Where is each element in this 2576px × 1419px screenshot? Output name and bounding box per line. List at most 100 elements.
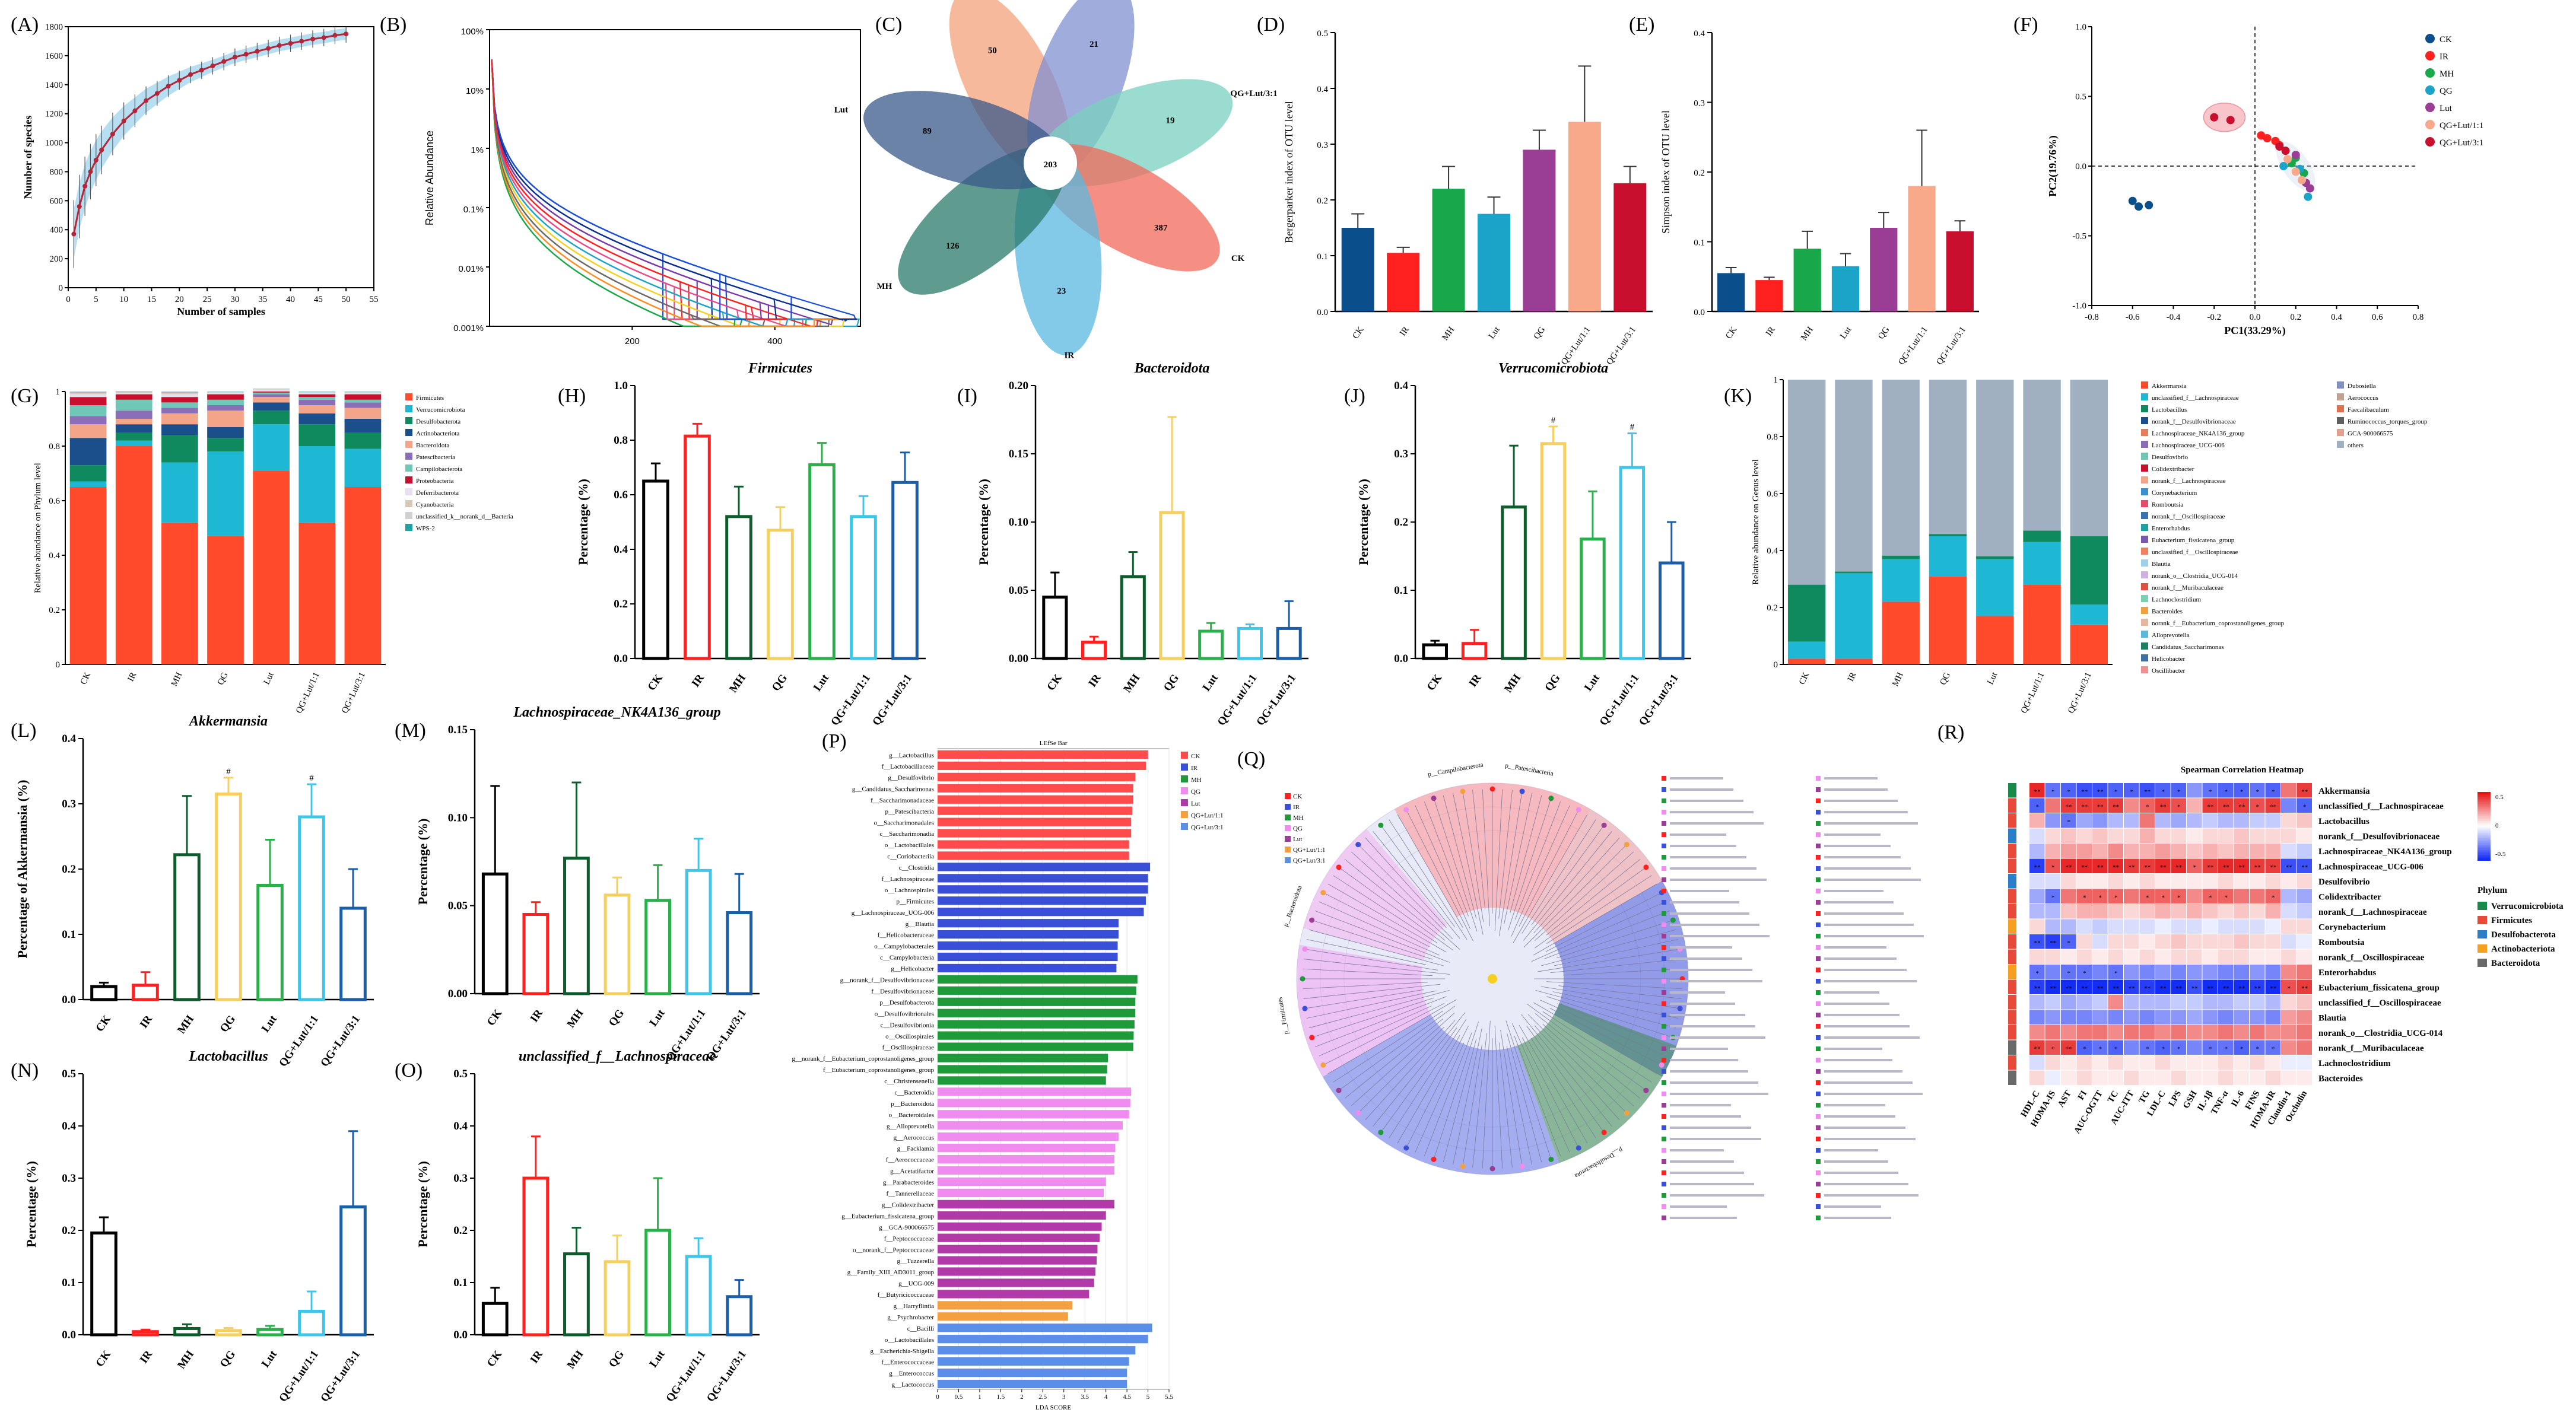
significance-mark: # <box>1630 423 1635 432</box>
segment-verrucomicrobiota <box>253 424 290 471</box>
clade-sector <box>1303 829 1447 960</box>
key-swatch <box>1816 1137 1821 1141</box>
bar-mh <box>1432 189 1465 311</box>
y-tick-label: 0.3 <box>1317 141 1328 150</box>
lda-label: o__Oscillospirales <box>885 1033 934 1040</box>
heat-cell <box>2124 798 2139 813</box>
heat-cell <box>2265 1070 2280 1085</box>
heat-cell <box>2092 979 2108 994</box>
heat-cell <box>2281 949 2297 964</box>
clade-branch <box>1304 949 1438 971</box>
heat-cell <box>2171 949 2186 964</box>
y-tick-label: 0.2 <box>62 863 76 876</box>
legend-label: Aerococcus <box>2348 394 2378 402</box>
chart-title: Bacteroidota <box>1134 361 1210 376</box>
legend-swatch <box>1285 857 1291 863</box>
phylum-bar <box>2008 1070 2016 1085</box>
row-label: Enterorhabdus <box>2318 968 2376 978</box>
significance-mark: * <box>2083 970 2086 977</box>
legend-swatch <box>2337 417 2344 424</box>
clade-branch <box>1443 795 1477 919</box>
segment-akkermansia <box>1929 576 1967 664</box>
heat-cell <box>2155 798 2171 813</box>
segment-lactobacillus <box>1929 534 1967 536</box>
significance-mark: * <box>2303 803 2307 810</box>
segment-deferribacterota <box>298 393 336 394</box>
heat-cell <box>2061 1070 2076 1085</box>
significance-mark: ** <box>2254 864 2261 871</box>
phylum-swatch <box>2477 944 2487 953</box>
significance-mark: * <box>2114 788 2118 796</box>
bar-qg <box>1523 149 1556 311</box>
lda-bar <box>938 1323 1152 1332</box>
heat-cell <box>2092 1010 2108 1025</box>
clade-branch <box>1554 939 1679 966</box>
y-tick-label: 1800 <box>45 23 63 32</box>
key-swatch <box>1816 1001 1821 1006</box>
significance-mark: ** <box>2223 803 2229 810</box>
significance-mark: ** <box>2144 788 2151 796</box>
key-swatch <box>1662 787 1666 792</box>
significance-mark: * <box>2162 788 2165 796</box>
heat-cell <box>2202 949 2218 964</box>
significance-mark: ** <box>2238 985 2245 992</box>
heat-cell <box>2187 965 2202 979</box>
legend-label: Romboutsia <box>2152 501 2183 508</box>
heat-cell <box>2171 934 2186 949</box>
key-swatch <box>1662 1216 1666 1220</box>
venn-core-count: 203 <box>1044 160 1057 170</box>
lda-label: o__Desulfovibrionales <box>875 1010 934 1017</box>
lda-bar <box>938 1211 1106 1220</box>
heat-cell <box>2155 889 2171 903</box>
lda-label: g__UCG-009 <box>898 1280 934 1287</box>
heat-cell <box>2218 1025 2234 1040</box>
key-swatch <box>1816 1046 1821 1051</box>
heat-cell <box>2061 1055 2076 1070</box>
segment-cyanobacteria <box>161 393 198 394</box>
segment-desulfobacterota <box>161 435 198 463</box>
significance-mark: ** <box>2144 985 2151 992</box>
key-swatch <box>1662 1182 1666 1186</box>
y-tick-label: 0.1 <box>1694 238 1705 248</box>
heat-cell <box>2061 965 2076 979</box>
lda-bar <box>938 1335 1148 1344</box>
key-swatch <box>1816 832 1821 837</box>
colorbar-step <box>2477 836 2491 839</box>
lda-label: p__Firmicutes <box>896 898 934 905</box>
heat-cell <box>2155 995 2171 1010</box>
row-label: Lactobacillus <box>2318 817 2369 826</box>
y-tick-label: 0.0 <box>62 994 76 1006</box>
legend-label: GCA-900066575 <box>2348 430 2393 437</box>
clade-node <box>1643 864 1649 870</box>
segment-deferribacterota <box>344 393 382 394</box>
segment-patescibacteria <box>298 399 336 405</box>
phylum-legend-label: Actinobacteriota <box>2491 944 2555 954</box>
segment-unclassified-f-lachnospiraceae <box>1787 641 1826 659</box>
x-tick-label: 55 <box>370 295 379 304</box>
y-tick-label: 100% <box>461 27 484 37</box>
lda-label: g__Escherichia-Shigella <box>870 1348 934 1355</box>
x-tick-label: 0.5 <box>955 1393 963 1401</box>
legend-label: Proteobacteria <box>416 478 454 485</box>
colorbar-step <box>2477 793 2491 796</box>
key-swatch <box>1662 1001 1666 1006</box>
heat-cell <box>2234 965 2249 979</box>
mean-point <box>232 55 237 60</box>
heat-cell <box>2045 934 2060 949</box>
y-tick-label: 0.0 <box>614 653 628 665</box>
key-swatch <box>1662 1114 1666 1119</box>
significance-mark: * <box>2146 1045 2149 1052</box>
y-tick-label: 0.0 <box>453 1329 468 1341</box>
lda-label: g__Tuzzerella <box>897 1258 934 1265</box>
y-tick-label: 1000 <box>45 139 63 148</box>
lda-label: f__Lachnospiraceae <box>881 876 934 883</box>
legend-label: Candidatus_Saccharimonas <box>2152 644 2224 651</box>
clade-branch <box>1542 1023 1634 1106</box>
heat-cell <box>2281 783 2297 798</box>
heat-cell <box>2076 919 2092 934</box>
mean-point <box>288 41 293 46</box>
mean-point <box>99 147 104 152</box>
heat-cell <box>2171 965 2186 979</box>
segment-verrucomicrobiota <box>69 481 107 487</box>
rank-curve <box>491 59 776 327</box>
